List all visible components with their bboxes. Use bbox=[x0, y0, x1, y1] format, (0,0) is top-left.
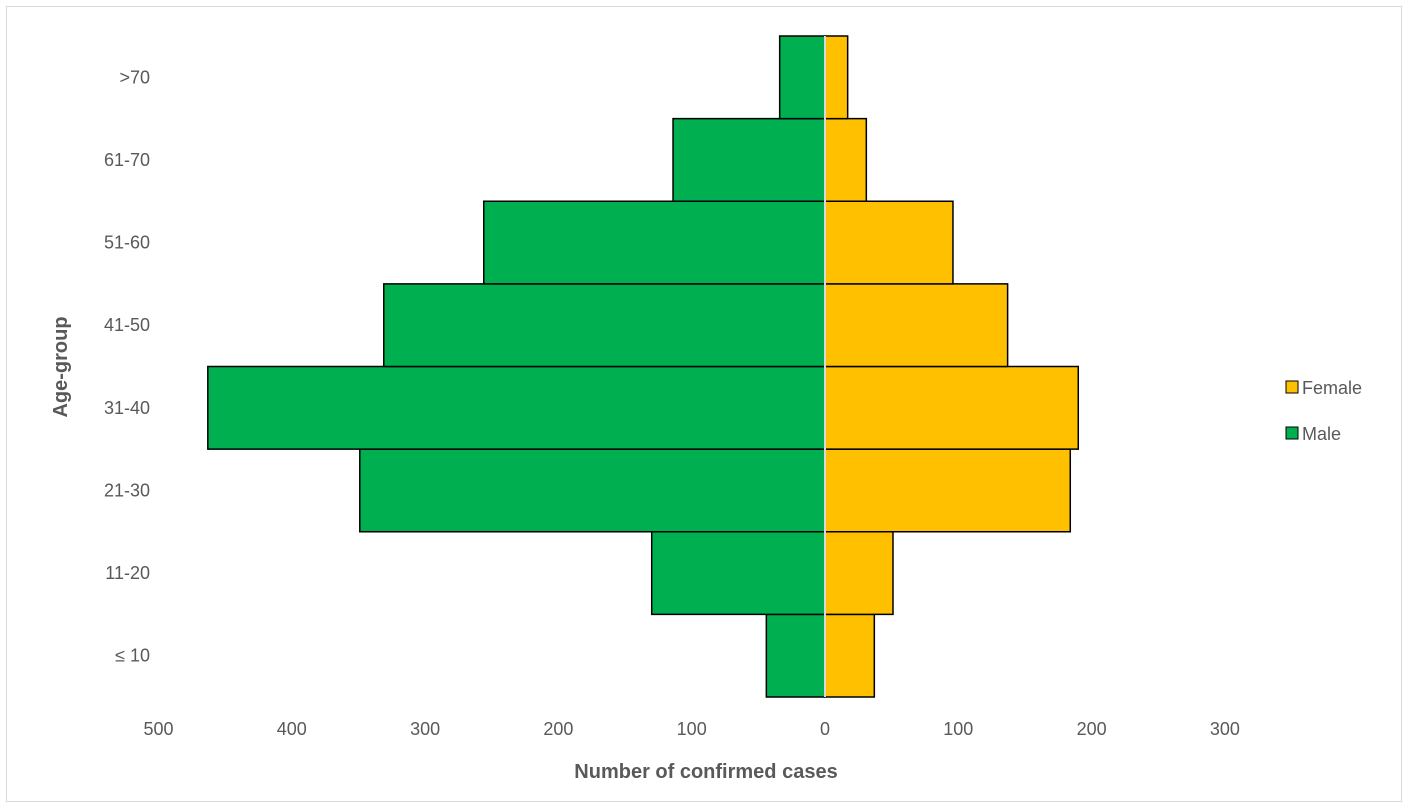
y-tick-label-6: 61-70 bbox=[104, 150, 150, 170]
legend: Female Male bbox=[1285, 378, 1362, 444]
legend-label-male: Male bbox=[1302, 424, 1341, 444]
bar-male-0 bbox=[765, 613, 826, 698]
y-tick-labels: ≤ 10 11-20 21-30 31-40 41-50 51-60 61-70 >70 bbox=[104, 67, 150, 665]
x-tick-label-1: 400 bbox=[277, 719, 307, 739]
bar-male-7 bbox=[778, 35, 826, 120]
bar-male-1 bbox=[650, 531, 826, 616]
y-tick-label-3: 31-40 bbox=[104, 398, 150, 418]
y-tick-label-2: 21-30 bbox=[104, 480, 150, 500]
x-tick-label-5: 0 bbox=[820, 719, 830, 739]
legend-label-female: Female bbox=[1302, 378, 1362, 398]
x-tick-labels: 500 400 300 200 100 0 100 200 300 bbox=[143, 719, 1239, 739]
y-tick-label-4: 41-50 bbox=[104, 315, 150, 335]
y-tick-label-7: >70 bbox=[119, 67, 150, 87]
y-tick-label-0: ≤ 10 bbox=[115, 646, 150, 666]
x-tick-label-8: 300 bbox=[1210, 719, 1240, 739]
bar-male-4 bbox=[383, 283, 826, 368]
bar-male-6 bbox=[672, 117, 826, 202]
bar-female-4 bbox=[824, 283, 1009, 368]
x-tick-label-4: 100 bbox=[677, 719, 707, 739]
male-bars bbox=[207, 35, 826, 698]
bar-female-0 bbox=[824, 613, 876, 698]
legend-swatch-female bbox=[1285, 380, 1299, 394]
bar-male-2 bbox=[359, 448, 826, 533]
legend-swatch-male bbox=[1285, 426, 1299, 440]
bar-male-3 bbox=[207, 365, 826, 450]
bar-male-5 bbox=[483, 200, 826, 285]
y-tick-label-1: 11-20 bbox=[105, 563, 150, 583]
x-axis-title: Number of confirmed cases bbox=[574, 761, 837, 783]
x-tick-label-3: 200 bbox=[543, 719, 573, 739]
bar-female-6 bbox=[824, 117, 868, 202]
x-tick-label-6: 100 bbox=[943, 719, 973, 739]
x-tick-label-0: 500 bbox=[143, 719, 173, 739]
bar-female-1 bbox=[824, 531, 894, 616]
bar-female-7 bbox=[824, 35, 849, 120]
x-tick-label-7: 200 bbox=[1077, 719, 1107, 739]
bar-female-3 bbox=[824, 365, 1080, 450]
y-tick-label-5: 51-60 bbox=[104, 233, 150, 253]
y-axis-title: Age-group bbox=[50, 316, 72, 417]
bar-female-2 bbox=[824, 448, 1072, 533]
female-bars bbox=[824, 35, 1080, 698]
x-tick-label-2: 300 bbox=[410, 719, 440, 739]
bar-female-5 bbox=[824, 200, 954, 285]
